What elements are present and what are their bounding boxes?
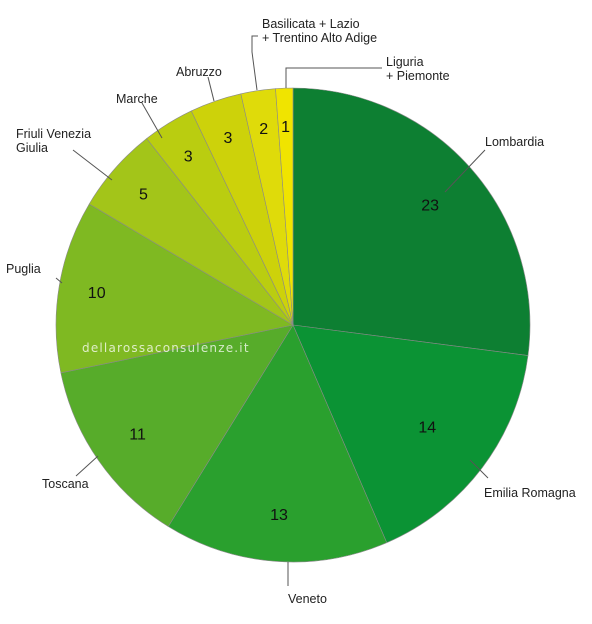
slice-region-label: Emilia Romagna [484, 486, 576, 500]
pie-slice [55, 203, 294, 374]
pie-slice [167, 324, 388, 563]
region-labels: Lombardia Emilia Romagna Veneto Toscana Pugl… [6, 17, 576, 606]
watermark-text: dellarossaconsulenze.it [82, 341, 250, 355]
leader-line [55, 277, 63, 284]
pie-slices [55, 87, 531, 563]
slice-region-label: Lombardia [485, 135, 544, 149]
slice-value-label: 10 [88, 285, 106, 302]
slice-value-label: 3 [224, 130, 233, 147]
slice-region-label: Friuli Venezia Giulia [16, 127, 91, 155]
leader-line [141, 102, 163, 139]
slice-region-label: Puglia [6, 262, 41, 276]
slice-region-label: Basilicata + Lazio + Trentino Alto Adige [262, 17, 377, 45]
slice-region-label: Liguria + Piemonte [386, 55, 450, 83]
slice-value-label: 2 [259, 121, 268, 138]
leader-line [285, 67, 382, 88]
slice-value-label: 3 [184, 149, 193, 166]
leader-line [207, 76, 215, 102]
value-labels: 23 14 13 11 10 5 3 3 2 1 [88, 119, 439, 524]
leader-line [72, 149, 113, 181]
leader-line [469, 459, 489, 479]
slice-region-label: Abruzzo [176, 65, 222, 79]
pie-slice [275, 87, 294, 326]
slice-value-label: 1 [281, 119, 290, 136]
leader-line [75, 455, 99, 477]
slice-value-label: 23 [421, 198, 439, 215]
slice-region-label: Marche [116, 92, 158, 106]
pie-slice [60, 324, 294, 527]
slice-region-label: Toscana [42, 477, 89, 491]
leader-lines [55, 35, 489, 586]
pie-slice [292, 87, 531, 356]
slice-value-label: 13 [270, 507, 288, 524]
slice-value-label: 11 [129, 427, 146, 444]
slice-value-label: 14 [418, 419, 436, 436]
slice-region-label: Veneto [288, 592, 327, 606]
leader-line [251, 35, 258, 91]
slice-value-label: 5 [139, 187, 148, 204]
leader-line [444, 149, 486, 193]
pie-slice [292, 324, 529, 544]
